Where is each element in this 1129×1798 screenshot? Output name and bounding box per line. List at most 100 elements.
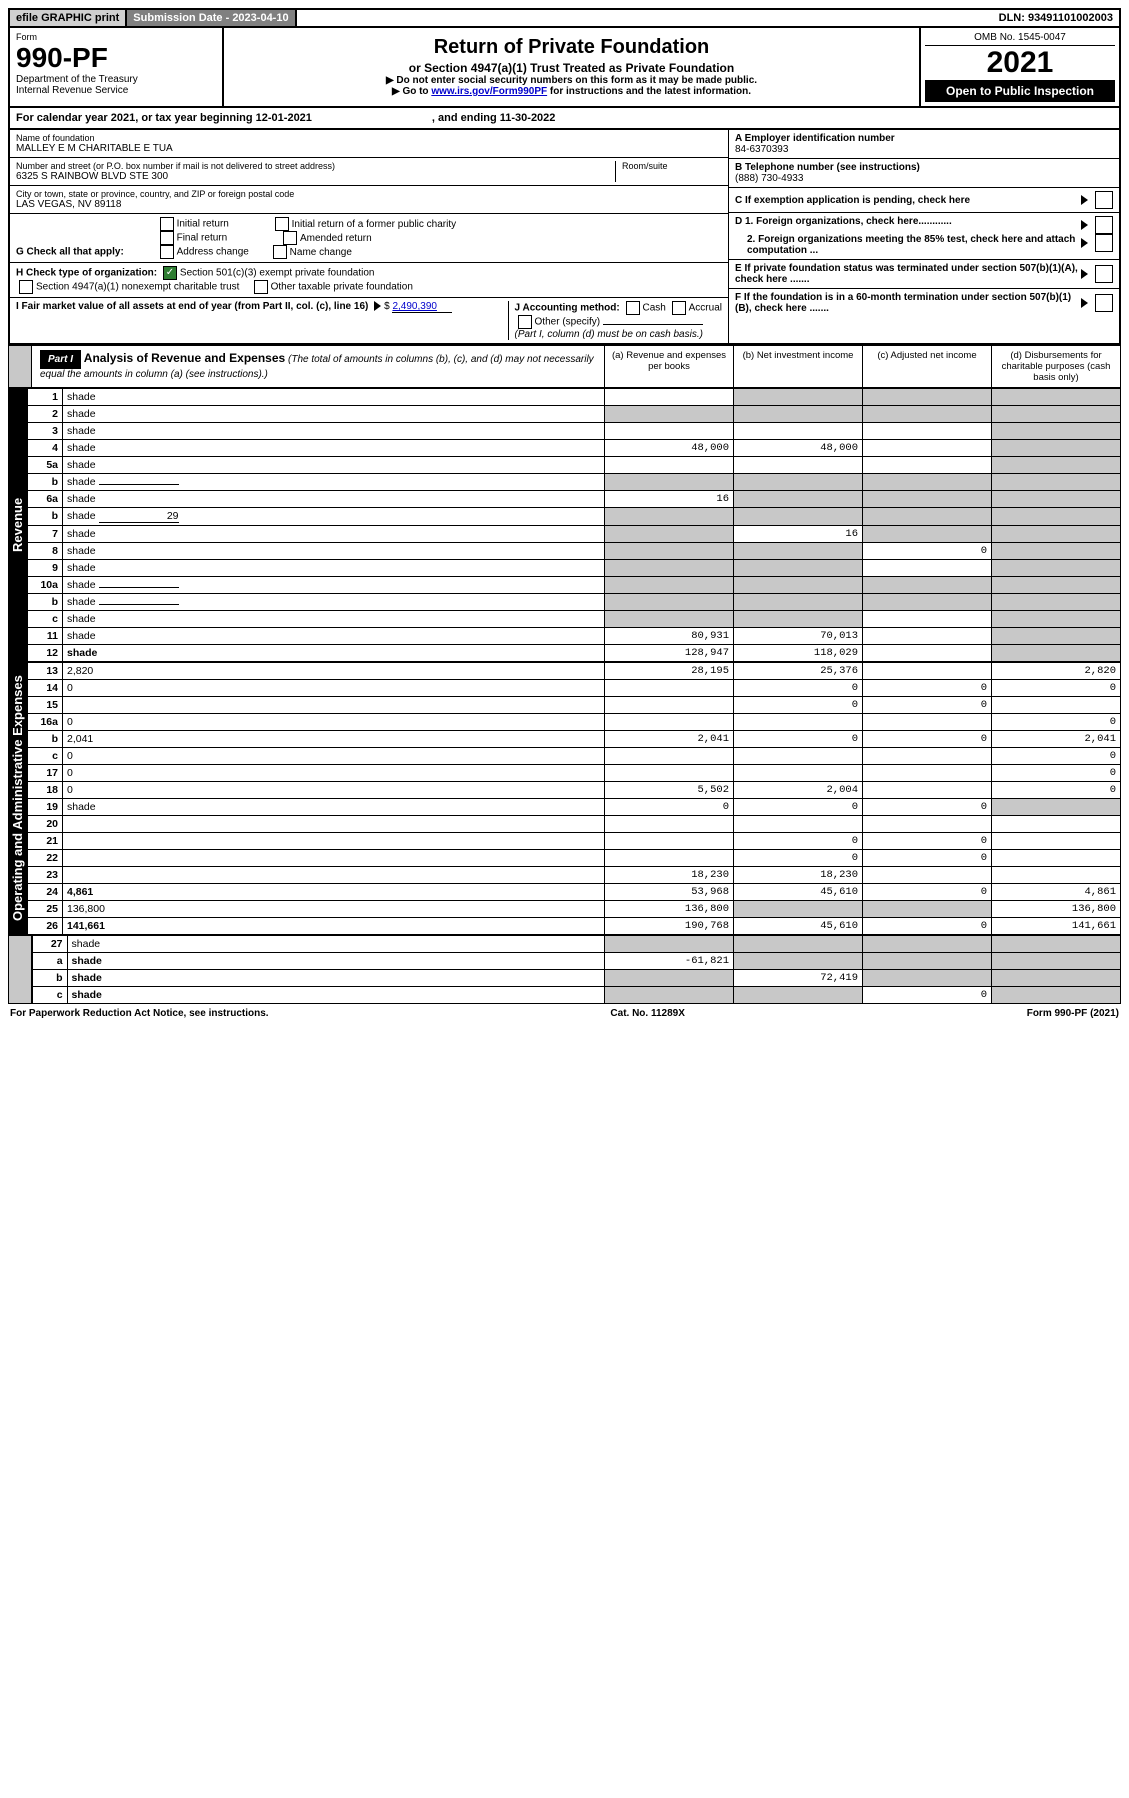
cell-shaded (992, 526, 1121, 543)
cell-shaded (992, 611, 1121, 628)
cell-shaded (734, 543, 863, 560)
d1-checkbox[interactable] (1095, 216, 1113, 234)
cell-value: 0 (992, 765, 1121, 782)
table-row: bshade (28, 594, 1121, 611)
line-description: shade (67, 987, 604, 1004)
other-specify-checkbox[interactable] (518, 315, 532, 329)
col-b-header: (b) Net investment income (733, 346, 862, 387)
f-checkbox[interactable] (1095, 294, 1113, 312)
cell-value: 80,931 (605, 628, 734, 645)
cell-value (605, 423, 734, 440)
amended-return-checkbox[interactable] (283, 231, 297, 245)
name-change-checkbox[interactable] (273, 245, 287, 259)
cell-shaded (605, 936, 734, 953)
c-checkbox[interactable] (1095, 191, 1113, 209)
cell-value: 190,768 (605, 918, 734, 935)
arrow-icon (1081, 298, 1088, 308)
open-public-badge: Open to Public Inspection (925, 80, 1115, 102)
line-number: b (28, 731, 63, 748)
table-row: 26141,661190,76845,6100141,661 (28, 918, 1121, 935)
top-bar: efile GRAPHIC print Submission Date - 20… (8, 8, 1121, 28)
cell-shaded (734, 389, 863, 406)
line-description: 2,041 (63, 731, 605, 748)
summary-table: 27shadeashade-61,821bshade72,419cshade0 (32, 935, 1121, 1004)
line-number: 8 (28, 543, 63, 560)
other-taxable-checkbox[interactable] (254, 280, 268, 294)
cell-shaded (992, 953, 1121, 970)
table-row: 1500 (28, 697, 1121, 714)
line-description: shade (63, 577, 605, 594)
accrual-checkbox[interactable] (672, 301, 686, 315)
cell-value (863, 628, 992, 645)
line-number: 25 (28, 901, 63, 918)
line-description: shade (63, 457, 605, 474)
efile-print-button[interactable]: efile GRAPHIC print (10, 10, 127, 26)
line-number: b (28, 508, 63, 526)
line-description: shade (63, 799, 605, 816)
cell-shaded (992, 645, 1121, 662)
h-check-label: H Check type of organization: (16, 268, 157, 279)
ein-label: A Employer identification number (735, 133, 1113, 144)
g-check-label: G Check all that apply: (16, 247, 124, 258)
cell-value: 2,041 (605, 731, 734, 748)
cell-shaded (992, 594, 1121, 611)
submission-date: Submission Date - 2023-04-10 (127, 10, 296, 26)
line-number: 6a (28, 491, 63, 508)
table-row: 6ashade16 (28, 491, 1121, 508)
cell-shaded (863, 491, 992, 508)
i-label: I Fair market value of all assets at end… (16, 301, 368, 312)
address-change-checkbox[interactable] (160, 245, 174, 259)
line-number: b (28, 594, 63, 611)
e-checkbox[interactable] (1095, 265, 1113, 283)
line-number: 27 (32, 936, 67, 953)
part1-badge: Part I (40, 350, 81, 369)
cell-shaded (992, 457, 1121, 474)
revenue-table: 1shade2shade3shade4shade48,00048,0005ash… (27, 388, 1121, 662)
cell-value (605, 816, 734, 833)
cell-value (605, 748, 734, 765)
cell-shaded (992, 440, 1121, 457)
501c3-checkbox[interactable] (163, 266, 177, 280)
tax-year: 2021 (925, 46, 1115, 80)
cell-value: 18,230 (605, 867, 734, 884)
cell-value (863, 782, 992, 799)
cell-value (734, 748, 863, 765)
cell-value (863, 867, 992, 884)
cell-value: 2,041 (992, 731, 1121, 748)
line-description: 2,820 (63, 663, 605, 680)
line-number: c (32, 987, 67, 1004)
cell-shaded (992, 799, 1121, 816)
cell-value (863, 440, 992, 457)
cell-value (605, 389, 734, 406)
arrow-icon (1081, 195, 1088, 205)
org-info-section: Name of foundation MALLEY E M CHARITABLE… (8, 130, 1121, 345)
line-number: b (32, 970, 67, 987)
fmv-value-link[interactable]: 2,490,390 (392, 301, 452, 313)
d2-checkbox[interactable] (1095, 234, 1113, 252)
line-description (63, 816, 605, 833)
line-description (63, 697, 605, 714)
cash-checkbox[interactable] (626, 301, 640, 315)
instructions-link[interactable]: www.irs.gov/Form990PF (431, 86, 547, 97)
initial-return-checkbox[interactable] (160, 217, 174, 231)
cell-shaded (863, 508, 992, 526)
opt-501c3: Section 501(c)(3) exempt private foundat… (180, 268, 375, 279)
table-row: 1shade (28, 389, 1121, 406)
cell-value: 136,800 (605, 901, 734, 918)
cell-value: 45,610 (734, 918, 863, 935)
opt-former: Initial return of a former public charit… (292, 219, 457, 230)
cell-value: 0 (734, 680, 863, 697)
cell-value: 4,861 (992, 884, 1121, 901)
cell-shaded (605, 406, 734, 423)
4947a1-checkbox[interactable] (19, 280, 33, 294)
former-public-checkbox[interactable] (275, 217, 289, 231)
opt-4947: Section 4947(a)(1) nonexempt charitable … (36, 282, 239, 293)
cell-value: 0 (734, 799, 863, 816)
final-return-checkbox[interactable] (160, 231, 174, 245)
line-description: shade (63, 560, 605, 577)
line-description: 0 (63, 748, 605, 765)
table-row: 12shade128,947118,029 (28, 645, 1121, 662)
cell-shaded (992, 936, 1121, 953)
addr-label: Number and street (or P.O. box number if… (16, 161, 615, 171)
expenses-side-label: Operating and Administrative Expenses (8, 662, 27, 935)
